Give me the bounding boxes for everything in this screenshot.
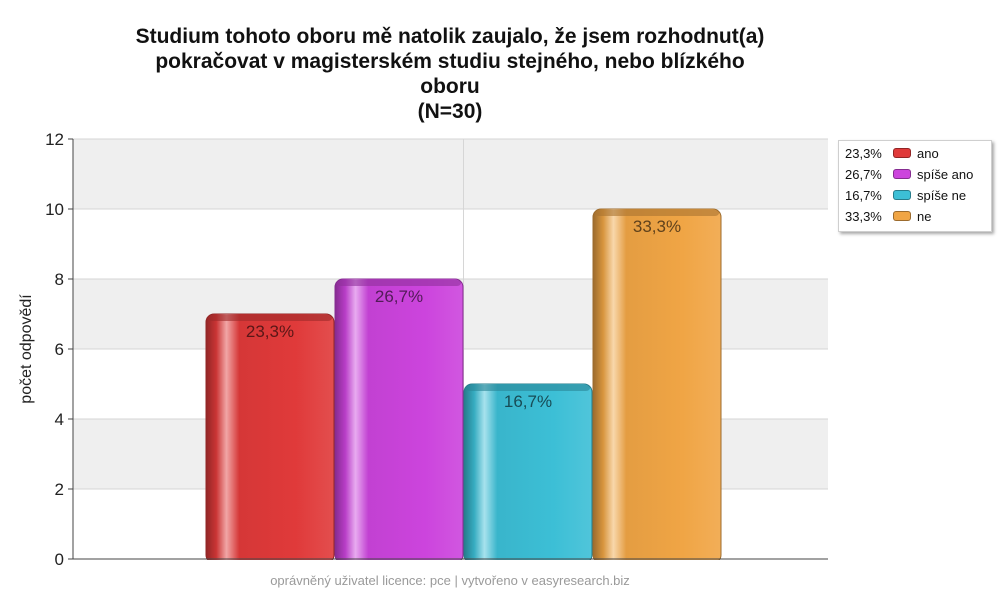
footer-credit: oprávněný uživatel licence: pce | vytvoř… [270,573,630,588]
chart-title-line: (N=30) [417,100,483,123]
legend-percentage: 33,3% [845,208,882,224]
y-tick-label: 10 [45,200,64,219]
chart-title-line: oboru [420,75,480,98]
bar-cap [208,315,332,321]
legend-item: 33,3% ne [845,207,931,225]
grid-band [73,139,828,209]
bar-value-label: 33,3% [633,217,681,236]
y-tick-label: 0 [55,550,64,569]
bar-value-label: 23,3% [246,322,294,341]
bar-cap [337,280,461,286]
bar-value-label: 16,7% [504,392,552,411]
legend-swatch [893,169,911,179]
legend: 23,3% ano 26,7% spíše ano 16,7% spíše ne 33,3%… [838,140,992,232]
legend-label: ano [917,145,939,161]
chart-title-line: pokračovat v magisterském studiu stejnéh… [155,50,745,73]
legend-item: 26,7% spíše ano [845,165,973,183]
y-tick-label: 8 [55,270,64,289]
bar-value-label: 26,7% [375,287,423,306]
legend-label: ne [917,208,932,224]
legend-swatch [893,211,911,221]
axis-mask [72,560,829,566]
legend-label: spíše ne [917,187,967,203]
y-tick-label: 4 [55,410,64,429]
y-tick-label: 12 [45,130,64,149]
y-tick-label: 2 [55,480,64,499]
bar-cap [466,385,590,391]
legend-swatch [893,190,911,200]
bar-cap [595,210,719,216]
legend-label: spíše ano [917,166,974,182]
chart-title: Studium tohoto oboru mě natolik zaujalo,… [40,24,860,124]
legend-item: 16,7% spíše ne [845,186,966,204]
chart-title-line: Studium tohoto oboru mě natolik zaujalo,… [135,25,765,48]
bar-spíše-ano [334,278,464,564]
y-axis-label: počet odpovědí [18,294,35,404]
bar-ano [205,313,335,564]
legend-percentage: 16,7% [845,187,882,203]
legend-item: 23,3% ano [845,144,939,162]
legend-percentage: 26,7% [845,166,882,182]
legend-swatch [893,148,911,158]
y-tick-label: 6 [55,340,64,359]
legend-percentage: 23,3% [845,145,882,161]
bar-ne [592,208,722,564]
